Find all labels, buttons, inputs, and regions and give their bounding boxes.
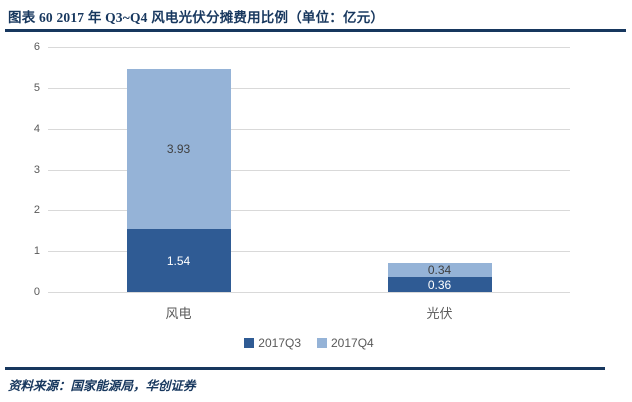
y-axis-tick: 6 (33, 41, 40, 53)
gridline (48, 87, 570, 89)
bar-segment-2017Q4: 0.34 (387, 263, 492, 278)
source-divider (5, 367, 605, 370)
y-axis-tick: 5 (33, 81, 40, 94)
gridline (48, 169, 570, 171)
x-axis-label: 光伏 (426, 306, 453, 321)
legend-swatch (317, 338, 327, 348)
bar-segment-2017Q3: 0.36 (387, 277, 492, 292)
gridline (48, 251, 570, 253)
gridline (48, 47, 570, 48)
y-axis-tick: 2 (33, 204, 40, 217)
y-axis-tick: 4 (33, 122, 40, 135)
bar-2017Q3-2017Q4: 1.54 3.93 (126, 68, 231, 292)
legend-swatch (244, 338, 255, 348)
y-axis-tick: 1 (33, 245, 40, 258)
chart-legend: 2017Q3 2017Q4 (48, 336, 570, 350)
legend-label: 2017Q4 (331, 336, 374, 350)
bar-segment-2017Q4: 3.93 (126, 68, 231, 230)
y-axis-tick: 0 (33, 286, 40, 298)
gridline (48, 210, 570, 212)
bar-value-label: 3.93 (166, 141, 191, 156)
legend-item-2017Q3: 2017Q3 (244, 336, 301, 350)
source-note: 资料来源：国家能源局，华创证券 (8, 379, 196, 393)
bar-value-label: 1.54 (166, 253, 191, 268)
legend-label: 2017Q3 (258, 336, 301, 350)
plot-area: 1.54 3.93 0.36 0.34 (48, 47, 570, 293)
bar-value-label: 0.34 (427, 263, 452, 278)
bar-2017Q3-2017Q4: 0.36 0.34 (387, 263, 492, 292)
y-axis-tick: 3 (33, 163, 40, 176)
legend-item-2017Q4: 2017Q4 (317, 336, 374, 350)
bar-value-label: 0.36 (427, 277, 452, 292)
gridline (48, 292, 570, 293)
gridline (48, 128, 570, 130)
bar-segment-2017Q3: 1.54 (126, 229, 231, 292)
figure-title: 图表 60 2017 年 Q3~Q4 风电光伏分摊费用比例（单位：亿元） (8, 10, 385, 25)
x-axis-label: 风电 (165, 306, 192, 321)
title-divider (5, 29, 626, 32)
